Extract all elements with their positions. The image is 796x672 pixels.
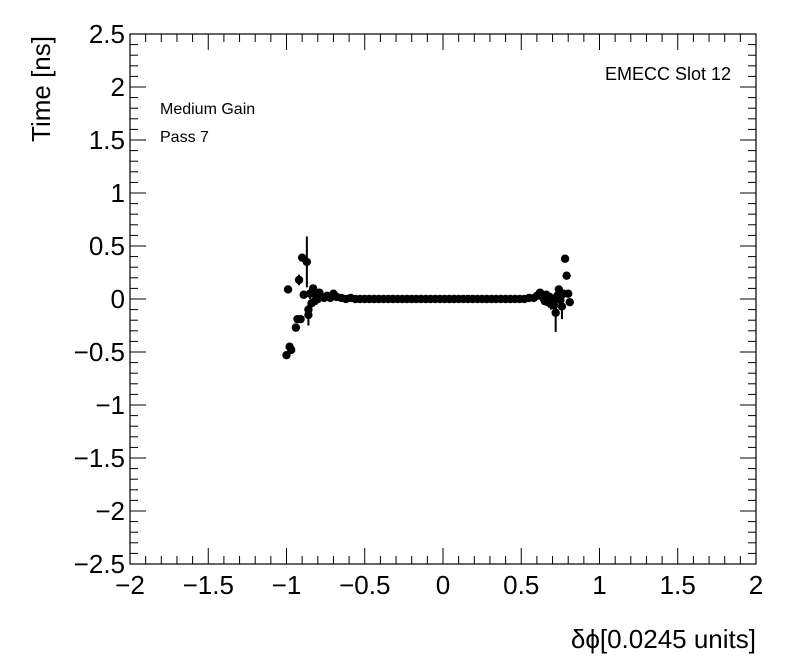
- data-point: [551, 308, 560, 317]
- x-tick-labels: −2 −1.5 −1 −0.5 0 0.5 1 1.5 2: [115, 570, 763, 600]
- y-tick-label: 0: [111, 284, 125, 314]
- data-point: [562, 271, 571, 280]
- slot-annotation: EMECC Slot 12: [605, 64, 731, 84]
- data-point: [296, 314, 305, 324]
- data-point: [565, 297, 574, 307]
- data-point: [294, 275, 304, 285]
- data-point: [560, 254, 570, 263]
- y-axis-label: Time [ns]: [26, 36, 56, 142]
- x-tick-label: 0.5: [503, 570, 539, 600]
- y-tick-label: 1: [111, 178, 125, 208]
- gain-annotation: Medium Gain: [160, 101, 255, 118]
- data-points: [282, 236, 574, 360]
- y-tick-label: −1: [95, 390, 125, 420]
- x-tick-label: −1.5: [183, 570, 234, 600]
- data-point: [291, 323, 301, 332]
- x-tick-label: −2: [115, 570, 145, 600]
- data-point: [299, 290, 308, 299]
- y-tick-labels: 2.5 2 1.5 1 0.5 0 −0.5 −1 −1.5 −2 −2.5: [74, 19, 125, 579]
- tick-marks: [129, 33, 757, 565]
- x-tick-label: 2: [749, 570, 763, 600]
- data-point: [564, 289, 573, 298]
- y-tick-label: 2.5: [89, 19, 125, 49]
- x-tick-label: 1.5: [660, 570, 696, 600]
- y-tick-label: −2.5: [74, 549, 125, 579]
- x-tick-label: 0: [436, 570, 450, 600]
- data-point: [308, 284, 318, 293]
- x-axis-label: δϕ[0.0245 units]: [571, 624, 756, 654]
- y-tick-label: 2: [111, 72, 125, 102]
- y-tick-label: 0.5: [89, 231, 125, 261]
- pass-annotation: Pass 7: [160, 129, 209, 146]
- x-tick-label: −0.5: [339, 570, 390, 600]
- data-point: [304, 310, 313, 320]
- x-tick-label: 1: [592, 570, 606, 600]
- y-tick-label: −2: [95, 496, 125, 526]
- data-point: [557, 302, 567, 311]
- y-tick-label: 1.5: [89, 125, 125, 155]
- data-point: [286, 345, 296, 355]
- y-tick-label: −0.5: [74, 337, 125, 367]
- y-tick-label: −1.5: [74, 443, 125, 473]
- data-point: [283, 285, 293, 294]
- x-tick-label: −1: [272, 570, 302, 600]
- data-point: [302, 257, 312, 267]
